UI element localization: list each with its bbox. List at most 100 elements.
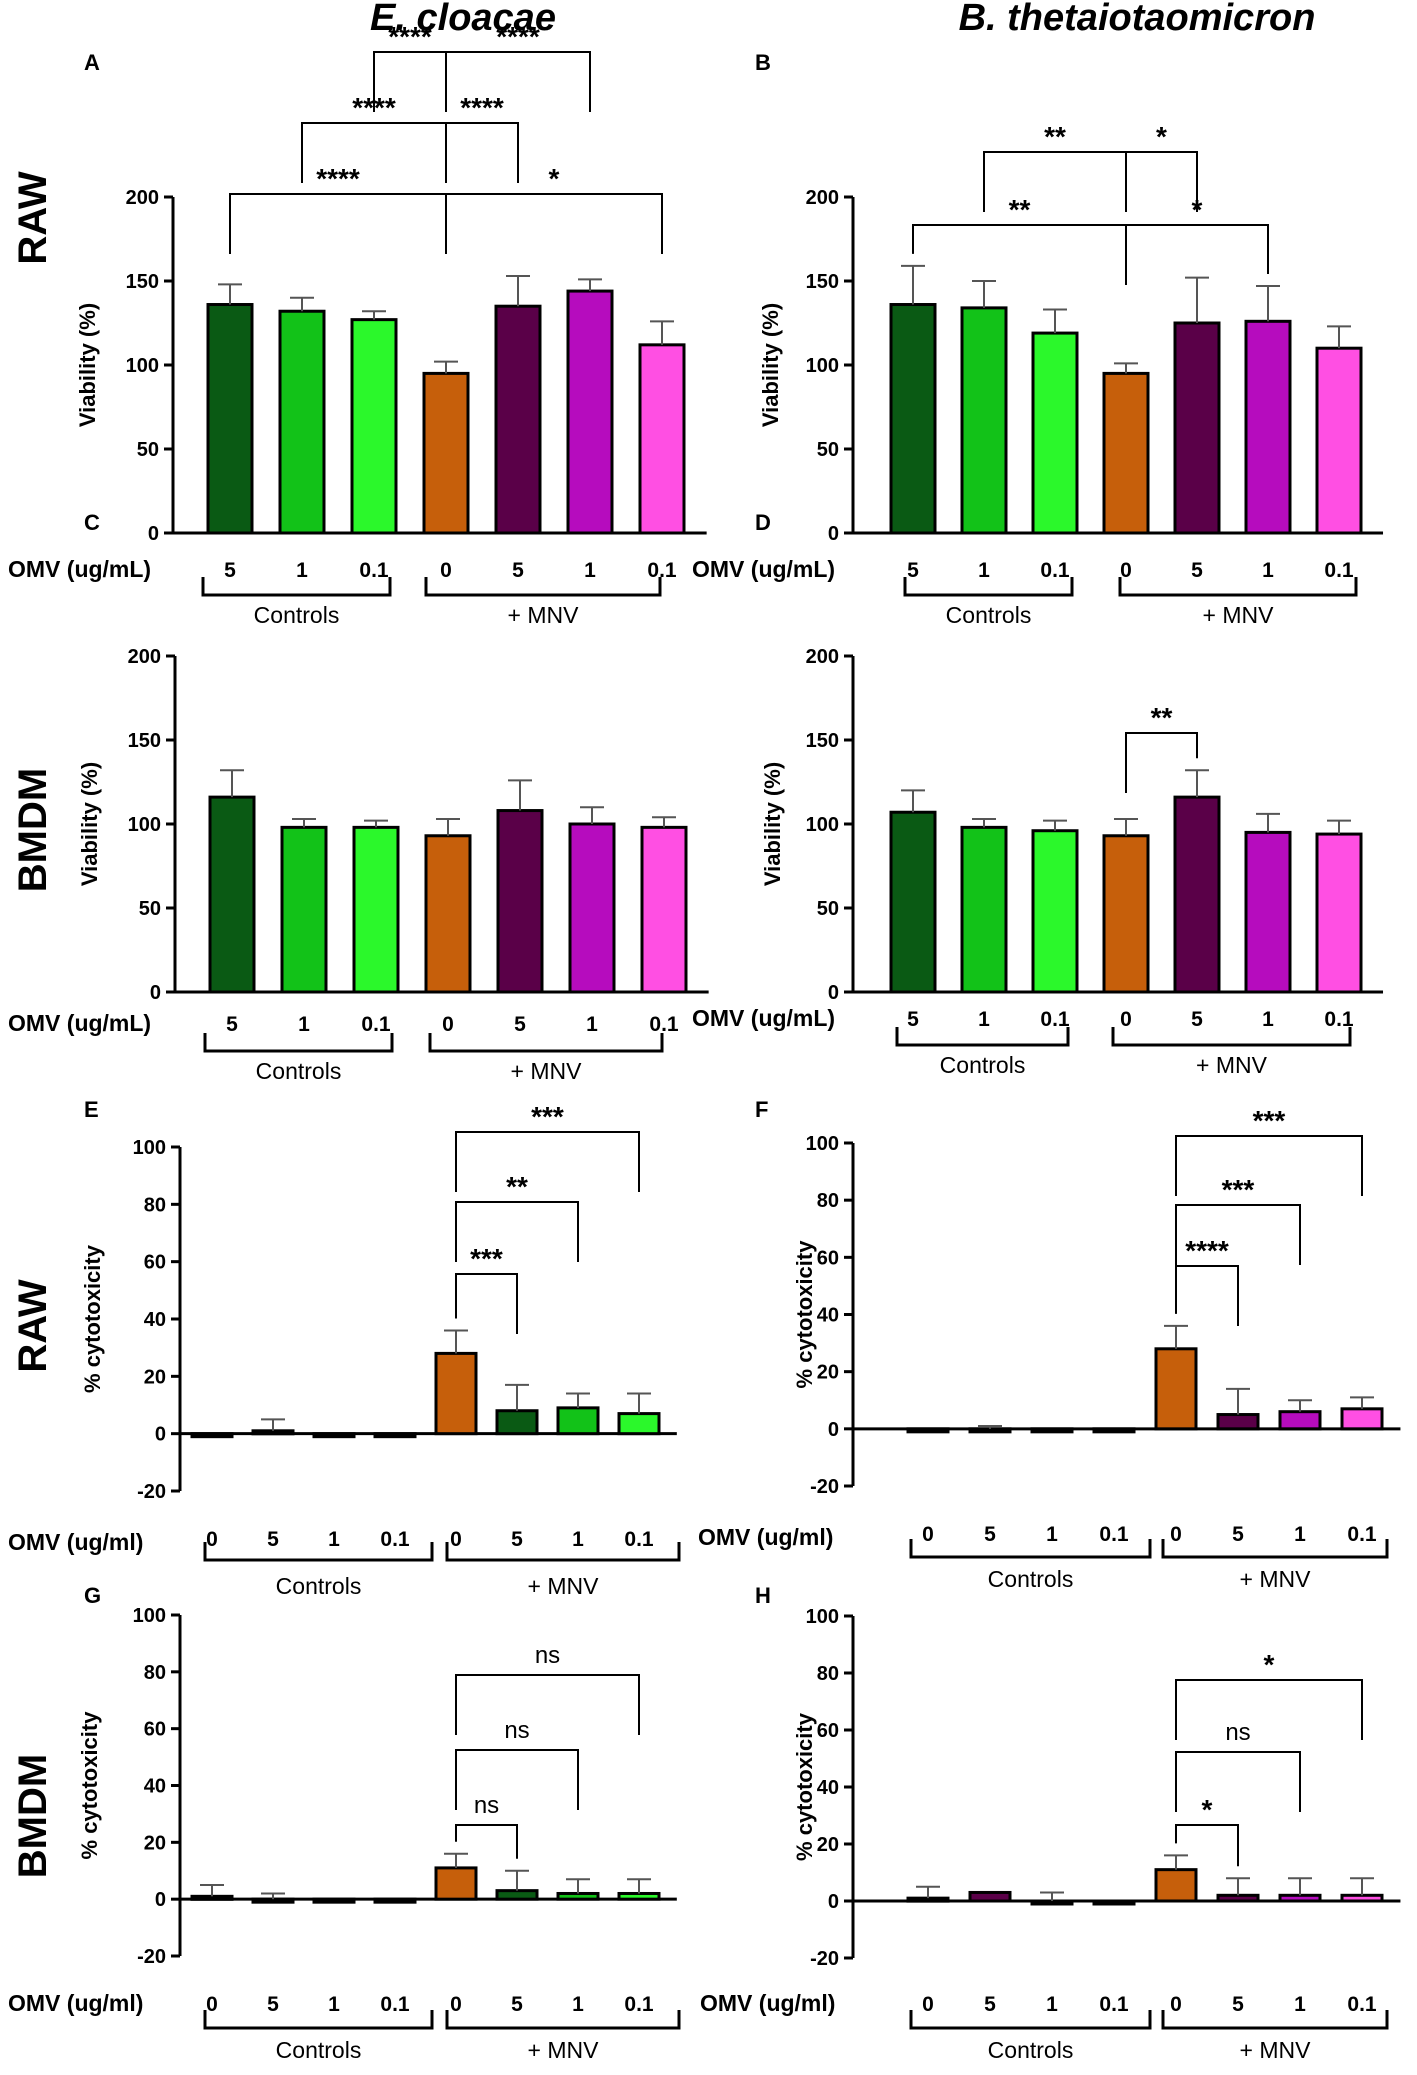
panel-letter: F — [755, 1097, 768, 1122]
bar — [640, 825, 688, 994]
x-tick-label: 1 — [298, 1013, 310, 1036]
y-axis-label: Viability (%) — [760, 762, 785, 886]
y-tick-label: 100 — [806, 355, 839, 377]
y-tick-label: 200 — [126, 187, 159, 209]
y-tick-label: 20 — [144, 1832, 166, 1854]
y-tick-label: 100 — [806, 1133, 839, 1155]
y-tick-label: 0 — [828, 1419, 839, 1441]
significance-bracket — [455, 1674, 640, 1735]
panel-letter: A — [84, 50, 100, 75]
bar — [1102, 834, 1150, 994]
y-tick-label: 100 — [806, 814, 839, 836]
bar — [1216, 1413, 1260, 1431]
x-tick-label: 5 — [907, 1008, 919, 1031]
y-tick-label: -20 — [810, 1948, 839, 1970]
controls-group-bracket — [895, 1027, 1070, 1047]
mnv-group-bracket — [445, 1542, 681, 1562]
bar — [1315, 832, 1363, 994]
significance-label: * — [1202, 1794, 1213, 1825]
x-tick-label: 1 — [586, 1013, 598, 1036]
y-tick-label: 80 — [144, 1194, 166, 1216]
x-tick-label: 0.1 — [380, 1528, 410, 1551]
significance-label: ns — [535, 1642, 560, 1669]
y-tick-label: 60 — [144, 1252, 166, 1274]
significance-label: * — [1264, 1649, 1275, 1680]
bar — [190, 1432, 234, 1439]
significance-bracket — [445, 193, 663, 254]
x-tick-label: 5 — [267, 1528, 279, 1551]
y-tick-label: 200 — [806, 646, 839, 668]
controls-group-bracket — [201, 577, 392, 597]
y-tick-label: 40 — [144, 1309, 166, 1331]
significance-label: **** — [496, 21, 540, 52]
bar — [1154, 1868, 1198, 1903]
x-tick-label: 1 — [978, 559, 990, 582]
controls-group-label: Controls — [940, 1052, 1026, 1078]
x-tick-label: 5 — [984, 1523, 996, 1546]
y-tick-label: 20 — [817, 1834, 839, 1856]
significance-bracket — [1175, 1135, 1363, 1196]
x-tick-label: 1 — [328, 1528, 340, 1551]
column-title-e-cloacae: E. cloacae — [370, 0, 556, 39]
x-tick-label: 5 — [1191, 1008, 1203, 1031]
significance-label: **** — [460, 92, 504, 123]
x-tick-label: 0.1 — [1347, 1523, 1377, 1546]
row-label-raw-cytotoxicity: RAW — [11, 1279, 55, 1373]
controls-group-bracket — [203, 2010, 434, 2030]
bar — [312, 1432, 356, 1439]
x-tick-label: 0 — [450, 1528, 462, 1551]
y-tick-label: 20 — [144, 1366, 166, 1388]
y-axis-label: % cytotoxicity — [792, 1240, 817, 1389]
x-tick-label: 1 — [1294, 1993, 1306, 2016]
row-label-raw-viability: RAW — [11, 171, 55, 265]
mnv-group-label: + MNV — [528, 1573, 600, 1599]
column-title-b-thetaiotaomicron: B. thetaiotaomicron — [959, 0, 1316, 39]
bar — [556, 1406, 600, 1436]
controls-group-bracket — [909, 1539, 1152, 1559]
bar — [1173, 321, 1221, 535]
significance-bracket — [912, 224, 1127, 285]
omv-axis-label: OMV (ug/ml) — [698, 1524, 833, 1550]
x-tick-label: 0 — [1170, 1993, 1182, 2016]
x-tick-label: 0.1 — [1347, 1993, 1377, 2016]
y-tick-label: 80 — [817, 1663, 839, 1685]
significance-label: *** — [470, 1243, 503, 1274]
x-tick-label: 1 — [572, 1993, 584, 2016]
mnv-group-label: + MNV — [1240, 2037, 1312, 2063]
bar — [350, 318, 398, 535]
significance-label: *** — [1222, 1174, 1255, 1205]
bar — [1315, 346, 1363, 535]
y-tick-label: 40 — [144, 1776, 166, 1798]
x-tick-label: 0.1 — [1099, 1523, 1129, 1546]
bar — [495, 1409, 539, 1436]
bar — [1092, 1427, 1136, 1434]
bar — [617, 1891, 661, 1901]
x-tick-label: 1 — [1046, 1523, 1058, 1546]
row-label-bmdm-viability: BMDM — [11, 768, 55, 892]
y-tick-label: 200 — [806, 187, 839, 209]
significance-bracket — [983, 151, 1127, 212]
y-tick-label: 60 — [817, 1247, 839, 1269]
x-tick-label: 0 — [1120, 559, 1132, 582]
omv-axis-label: OMV (ug/mL) — [692, 556, 835, 582]
significance-bracket — [1175, 1751, 1301, 1812]
x-tick-label: 0 — [922, 1523, 934, 1546]
bar — [968, 1427, 1012, 1434]
omv-axis-label: OMV (ug/ml) — [8, 1990, 143, 2016]
x-tick-label: 1 — [328, 1993, 340, 2016]
y-tick-label: 100 — [126, 355, 159, 377]
x-tick-label: 5 — [907, 559, 919, 582]
x-tick-label: 5 — [511, 1993, 523, 2016]
bar — [434, 1866, 478, 1901]
significance-bracket — [455, 1201, 579, 1262]
mnv-group-label: + MNV — [508, 602, 580, 628]
x-tick-label: 5 — [1232, 1993, 1244, 2016]
y-tick-label: 200 — [128, 646, 161, 668]
bar — [1278, 1410, 1322, 1431]
bar — [434, 1351, 478, 1436]
